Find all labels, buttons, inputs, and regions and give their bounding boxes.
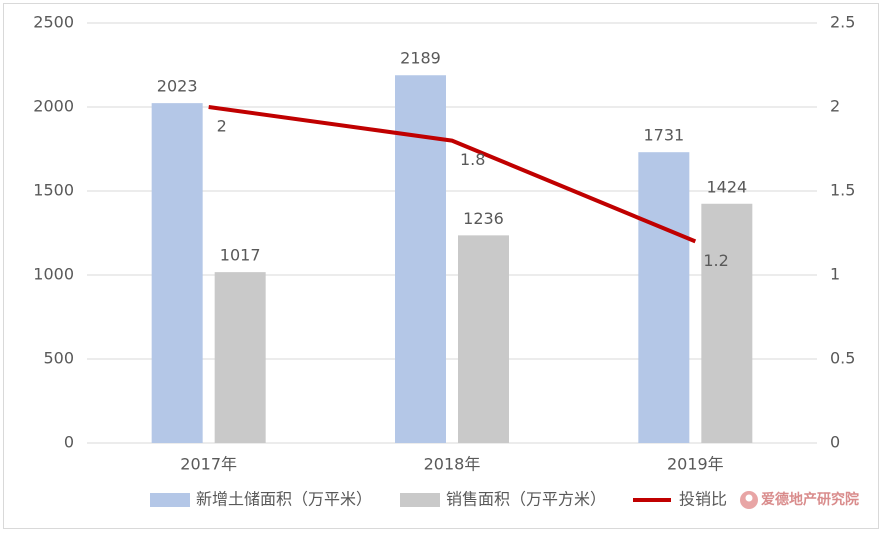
line-value-label: 2 [217,117,227,136]
bar [214,272,266,443]
bar-value-label: 1731 [643,126,684,145]
y2-tick-label: 0 [830,433,840,452]
x-tick-label: 2019年 [667,455,724,474]
bar [395,75,446,444]
legend-swatch [400,493,440,507]
x-tick-label: 2017年 [180,455,237,474]
x-tick-label: 2018年 [424,455,481,474]
line-value-label: 1.8 [460,150,485,169]
y-tick-label: 1500 [33,181,74,200]
y2-tick-label: 1 [830,265,840,284]
bar-value-label: 1424 [706,177,747,196]
bar-value-label: 2023 [157,77,198,96]
y-tick-label: 500 [43,349,74,368]
watermark-icon [745,494,753,502]
watermark: 爱德地产研究院 [761,491,859,508]
line-value-label: 1.2 [703,251,728,270]
line-series [208,105,697,244]
y2-tick-label: 2 [830,97,840,116]
bar-value-label: 1017 [220,246,261,265]
y-tick-label: 2000 [33,97,74,116]
bar [458,235,509,443]
y2-tick-label: 0.5 [830,349,855,368]
y2-tick-label: 2.5 [830,13,855,32]
bar [638,152,690,443]
bar [151,103,203,444]
y-tick-label: 0 [64,433,74,452]
legend-label: 投销比 [679,490,727,509]
bar [701,203,753,443]
y-tick-label: 1000 [33,265,74,284]
legend-swatch [150,493,190,507]
bar-value-label: 2189 [400,49,441,68]
y-tick-label: 2500 [33,13,74,32]
legend-label: 新增土储面积（万平米） [196,490,372,509]
bar-value-label: 1236 [463,209,504,228]
legend-label: 销售面积（万平方米） [446,490,606,509]
y2-tick-label: 1.5 [830,181,855,200]
